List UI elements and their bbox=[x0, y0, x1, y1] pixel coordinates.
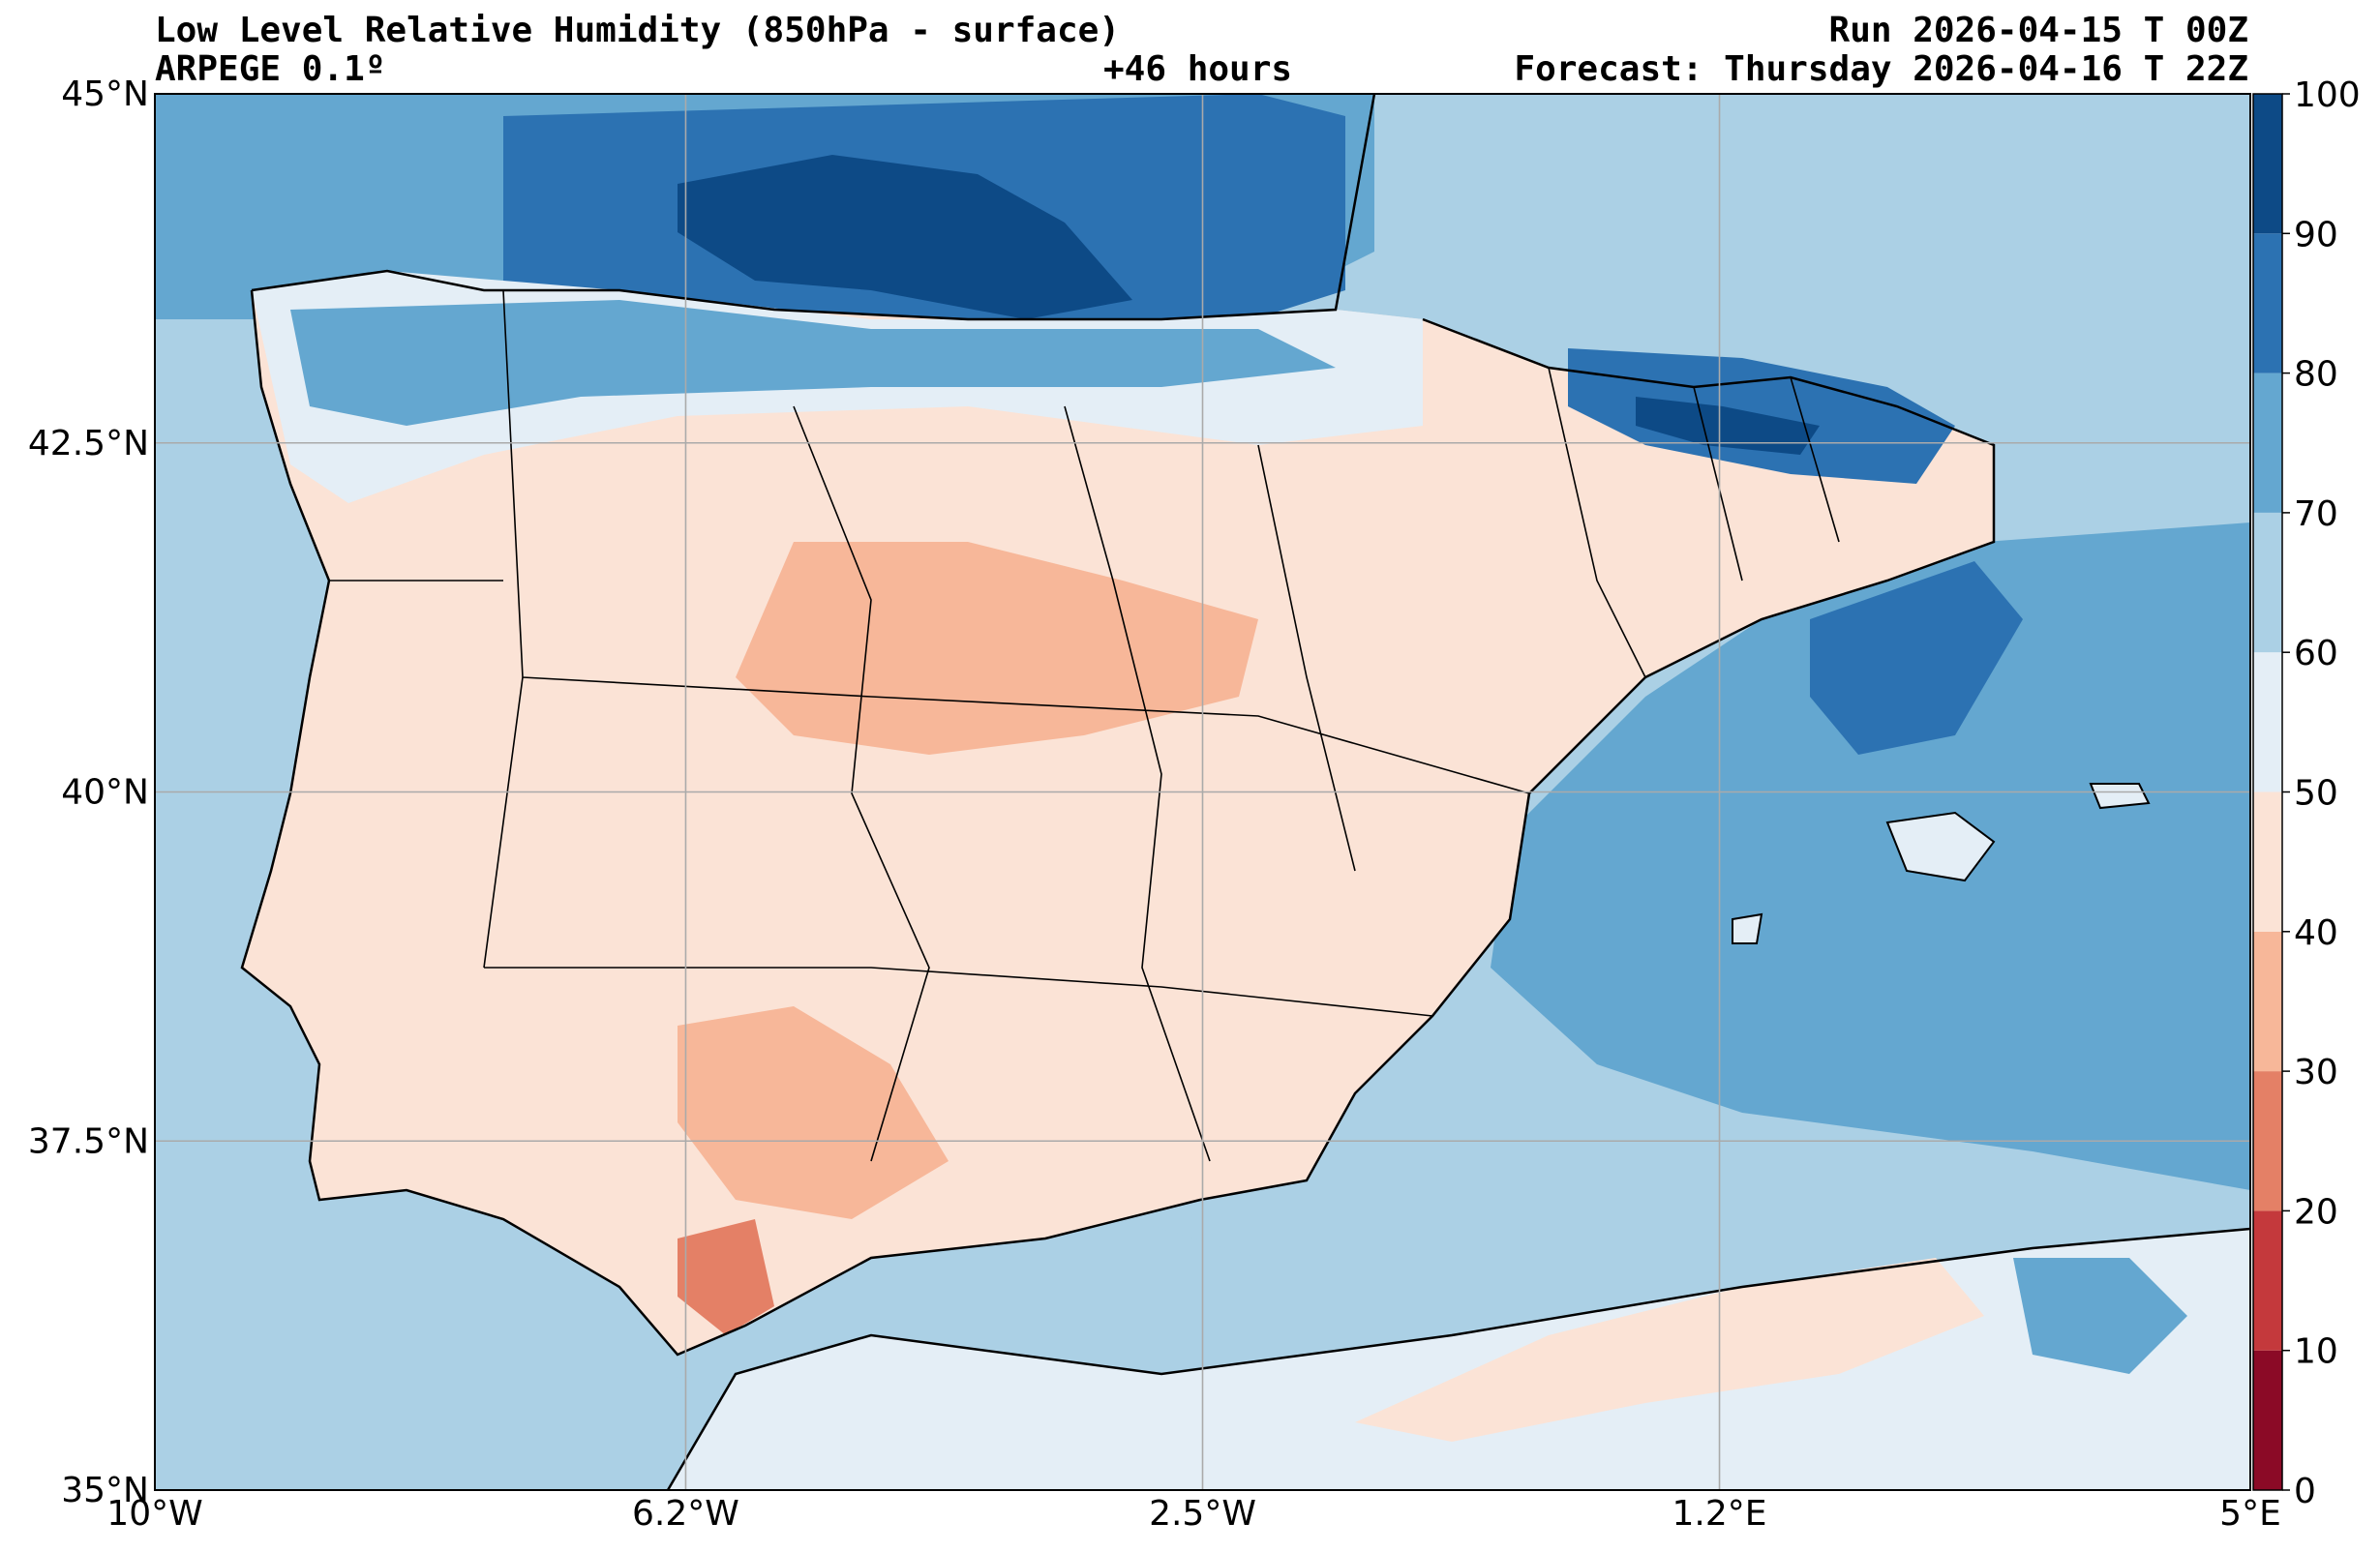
colorbar-label-3: 30 bbox=[2294, 1053, 2338, 1092]
colorbar-label-10: 100 bbox=[2294, 75, 2361, 115]
lon-tick-label-1: 6.2°W bbox=[632, 1494, 739, 1534]
lon-tick-label-4: 5°E bbox=[2219, 1494, 2281, 1534]
colorbar-segment-6 bbox=[2253, 512, 2282, 653]
colorbar-label-0: 0 bbox=[2294, 1472, 2316, 1511]
colorbar-segment-4 bbox=[2253, 791, 2282, 932]
lat-tick-label-3: 42.5°N bbox=[28, 424, 149, 463]
colorbar: 0 10 20 30 40 50 60 70 80 90 100 bbox=[2252, 75, 2361, 1511]
lat-tick-label-4: 45°N bbox=[61, 75, 149, 114]
colorbar-segment-9 bbox=[2253, 94, 2282, 234]
colorbar-segment-7 bbox=[2253, 373, 2282, 513]
colorbar-segment-3 bbox=[2253, 931, 2282, 1072]
north-africa-dry bbox=[1355, 1258, 1984, 1442]
colorbar-segment-1 bbox=[2253, 1210, 2282, 1351]
lat-tick-label-2: 40°N bbox=[61, 773, 149, 813]
lat-tick-label-0: 35°N bbox=[61, 1471, 149, 1510]
colorbar-label-1: 10 bbox=[2294, 1332, 2338, 1372]
colorbar-label-8: 80 bbox=[2294, 355, 2338, 395]
lat-tick-label-1: 37.5°N bbox=[28, 1121, 149, 1161]
colorbar-segment-8 bbox=[2253, 233, 2282, 373]
lon-tick-label-2: 2.5°W bbox=[1149, 1494, 1256, 1534]
longitude-labels: 10°W 6.2°W 2.5°W 1.2°E 5°E bbox=[106, 1494, 2281, 1534]
ibiza bbox=[1732, 912, 1763, 944]
mediterranean-core bbox=[1810, 561, 2023, 755]
run-label: Run 2026-04-15 T 00Z bbox=[1828, 11, 2248, 50]
dry-zone-cadiz bbox=[678, 1219, 774, 1335]
lon-tick-label-3: 1.2°E bbox=[1672, 1494, 1767, 1534]
dry-zone-south bbox=[678, 1006, 949, 1219]
colorbar-segment-2 bbox=[2253, 1071, 2282, 1211]
cantabria-humid bbox=[290, 300, 1336, 426]
colorbar-segment-0 bbox=[2253, 1350, 2282, 1490]
region-borders bbox=[329, 289, 1840, 1162]
model-label: ARPEGE 0.1º bbox=[155, 49, 386, 89]
colorbar-label-4: 40 bbox=[2294, 913, 2338, 953]
forecast-label: Forecast: Thursday 2026-04-16 T 22Z bbox=[1514, 49, 2248, 89]
africa-coastline bbox=[666, 1227, 2250, 1490]
dry-zone-center bbox=[736, 542, 1258, 755]
mediterranean-humid-zone bbox=[1491, 522, 2250, 1190]
latitude-labels: 35°N 37.5°N 40°N 42.5°N 45°N bbox=[28, 75, 149, 1510]
colorbar-label-2: 20 bbox=[2294, 1192, 2338, 1232]
lon-tick-label-0: 10°W bbox=[106, 1494, 202, 1534]
colorbar-label-6: 60 bbox=[2294, 634, 2338, 673]
colorbar-segment-5 bbox=[2253, 652, 2282, 792]
map-title: Low Level Relative Humidity (850hPa - su… bbox=[155, 11, 1120, 50]
mallorca bbox=[1885, 811, 1996, 882]
colorbar-label-5: 50 bbox=[2294, 774, 2338, 814]
north-africa-humid bbox=[2013, 1258, 2187, 1374]
bay-of-biscay-core bbox=[678, 155, 1132, 319]
lead-time-label: +46 hours bbox=[1103, 49, 1293, 89]
menorca bbox=[2089, 783, 2151, 810]
colorbar-label-9: 90 bbox=[2294, 215, 2338, 254]
colorbar-label-7: 70 bbox=[2294, 494, 2338, 534]
coastline bbox=[240, 94, 1996, 1357]
plot-frame bbox=[154, 93, 2251, 1491]
pyrenees-core bbox=[1636, 397, 1820, 455]
